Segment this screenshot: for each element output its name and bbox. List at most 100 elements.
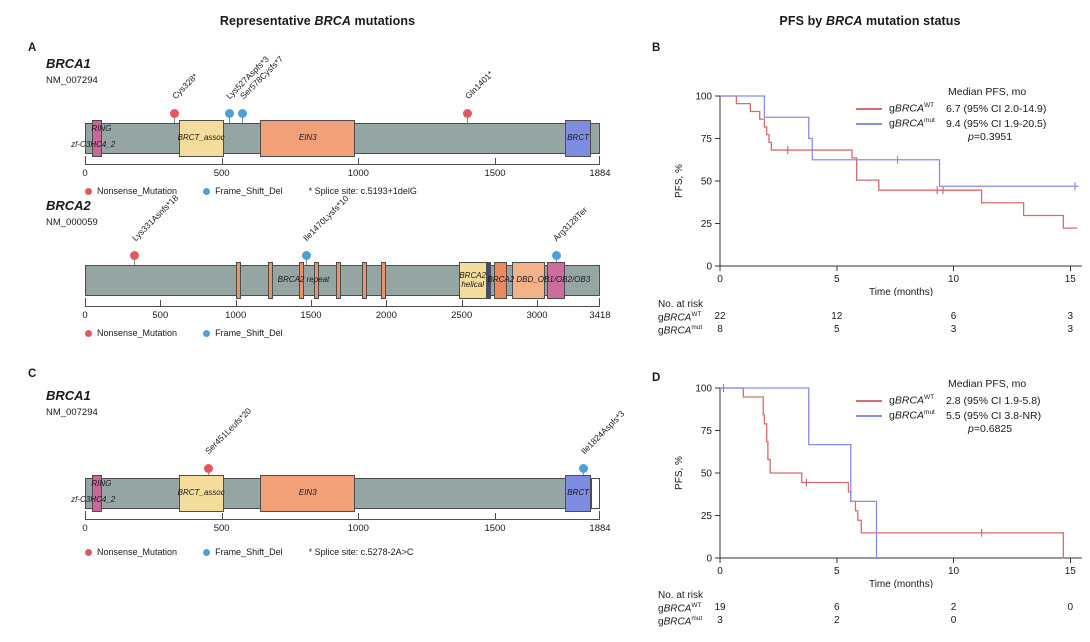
domain-label: EIN3	[298, 488, 317, 498]
gene-axis-tick-label: 1000	[225, 310, 247, 321]
gene-name: BRCA1	[46, 388, 91, 403]
gene-transcript: NM_000059	[46, 217, 98, 228]
legend-label: Nonsense_Mutation	[97, 547, 178, 557]
gene-axis-tick-label: 0	[82, 310, 88, 321]
x-tick-label: 5	[834, 566, 840, 577]
y-tick-label: 50	[701, 177, 713, 188]
km-curve-mut	[720, 95, 1079, 187]
mutation-dot	[203, 463, 213, 473]
mutation-stem	[174, 117, 176, 123]
risk-row-label-mut-d: gBRCAmut	[658, 615, 703, 628]
right-title-prefix: PFS by	[779, 14, 826, 28]
gene-axis-tick	[85, 511, 86, 519]
legend-row-mut: gBRCAmut 5.5 (95% CI 3.8-NR)	[856, 408, 1088, 423]
gene-transcript: NM_007294	[46, 75, 98, 86]
mutation-label: Cys328*	[169, 71, 200, 101]
km-curve-wt	[720, 95, 1078, 229]
legend-item-nonsense: Nonsense_Mutation	[85, 328, 177, 338]
mut-line-sample	[856, 122, 882, 125]
wt-median-stat: 2.8 (95% CI 1.9-5.8)	[946, 394, 1041, 407]
wt-median-stat: 6.7 (95% CI 2.0-14.9)	[946, 102, 1047, 115]
domain-box	[235, 262, 242, 299]
y-tick-label: 25	[701, 219, 713, 230]
domain-box: EIN3	[260, 120, 356, 157]
gene-axis-tick	[160, 300, 162, 306]
gene-axis-tick	[221, 513, 223, 519]
gene-bar-tail	[591, 478, 600, 509]
km-plot-b: 0 25 50 75 100 0 5 10 15 PFS, % Time (months)	[674, 92, 1082, 296]
gene-axis-tick-label: 3000	[526, 310, 548, 321]
domain-box: BRCT	[565, 120, 592, 157]
p-value: p=0.6825	[968, 423, 1013, 435]
x-tick-label: 15	[1065, 566, 1077, 577]
gene-axis-tick-label: 500	[213, 168, 230, 179]
risk-table-header-b: No. at risk	[658, 299, 704, 310]
domain-label: EIN3	[298, 133, 317, 143]
gene-axis-tick-label: 1500	[484, 168, 506, 179]
panel-c-label: C	[28, 368, 37, 380]
risk-count: 0	[1067, 602, 1074, 613]
gene-axis-tick	[599, 511, 600, 519]
gene-axis-tick-label: 2000	[375, 310, 397, 321]
gene-axis-tick	[599, 298, 600, 306]
mutation-stem	[467, 117, 469, 123]
gene-axis-tick	[537, 300, 539, 306]
risk-row-label-mut-b: gBRCAmut	[658, 324, 703, 337]
gene-axis-tick-label: 1000	[347, 523, 369, 534]
nonsense-dot	[85, 187, 92, 195]
right-title-suffix: mutation status	[862, 14, 961, 28]
x-tick-label: 5	[834, 274, 840, 285]
km-legend-d: Median PFS, mo gBRCAWT 2.8 (95% CI 1.9-5…	[856, 378, 1088, 438]
risk-row-label-wt-b: gBRCAWT	[658, 311, 702, 324]
gene-axis-tick-label: 500	[213, 523, 230, 534]
mut-median-stat: 5.5 (95% CI 3.8-NR)	[946, 409, 1042, 422]
left-title-suffix: mutations	[350, 14, 416, 28]
gene-axis-tick-label: 500	[152, 310, 169, 321]
y-axis-title: PFS, %	[674, 456, 685, 490]
gene-legend: Nonsense_Mutation Frame_Shift_Del * Splice…	[85, 547, 413, 557]
gene-axis-tick	[386, 300, 388, 306]
gene-axis-tick	[358, 158, 360, 164]
y-tick-label: 0	[706, 262, 712, 273]
gene-name: BRCA2	[46, 198, 91, 213]
gene-axis-tick-label: 0	[82, 523, 88, 534]
domain-box: BRCT_assoc	[178, 120, 225, 157]
mutation-stem	[228, 117, 230, 123]
domain-box	[91, 120, 103, 157]
frameshift-dot	[203, 548, 211, 556]
x-tick-label: 0	[717, 566, 723, 577]
right-title-gene: BRCA	[825, 14, 863, 28]
legend-row-wt: gBRCAWT 2.8 (95% CI 1.9-5.8)	[856, 393, 1088, 408]
y-tick-label: 50	[701, 469, 713, 480]
domain-label: BRCT	[567, 133, 589, 143]
risk-count: 3	[1067, 324, 1074, 335]
y-tick-label: 100	[695, 92, 712, 103]
frameshift-dot	[203, 329, 211, 337]
risk-count: 5	[833, 324, 840, 335]
risk-count: 6	[950, 311, 957, 322]
risk-count: 3	[1067, 311, 1074, 322]
risk-count: 22	[714, 311, 726, 322]
domain-label: BRCT_assoc	[177, 488, 225, 498]
km-legend-b: Median PFS, mo gBRCAWT 6.7 (95% CI 2.0-1…	[856, 86, 1088, 146]
domain-box	[494, 262, 508, 299]
mutation-dot	[130, 250, 140, 260]
gene-axis-tick	[85, 298, 86, 306]
domain-box	[335, 262, 341, 299]
legend-item-frameshift: Frame_Shift_Del	[203, 328, 283, 338]
legend-item-nonsense: Nonsense_Mutation	[85, 547, 177, 557]
gene-axis-line	[85, 519, 600, 520]
legend-item-frameshift: Frame_Shift_Del	[203, 547, 283, 557]
gene-axis-tick-label: 0	[82, 168, 88, 179]
y-tick-label: 0	[706, 554, 712, 565]
y-tick-label: 75	[701, 426, 713, 437]
gene-axis-line	[85, 164, 600, 165]
domain-label: BRCT	[567, 488, 589, 498]
domain-box	[299, 262, 305, 299]
gene-axis-tick-label: 1500	[300, 310, 322, 321]
y-tick-label: 25	[701, 511, 713, 522]
frameshift-dot	[203, 187, 211, 195]
mutation-stem	[134, 259, 136, 265]
wt-line-sample	[856, 107, 882, 110]
domain-box: BRCT	[565, 475, 592, 512]
